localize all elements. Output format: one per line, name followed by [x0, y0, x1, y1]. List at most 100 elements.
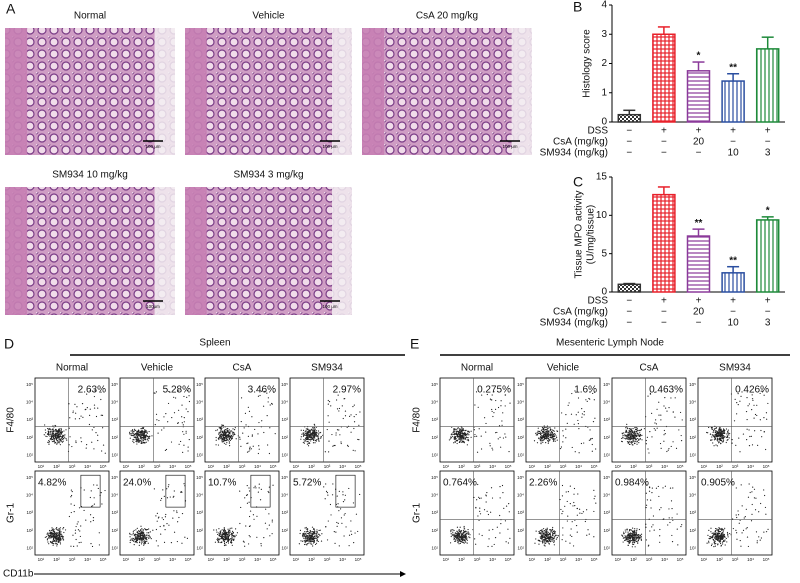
event-dot — [133, 439, 134, 440]
event-dot — [233, 432, 234, 433]
event-dot — [452, 532, 453, 533]
event-dot — [467, 529, 468, 530]
event-dot — [141, 434, 142, 435]
event-dot — [456, 531, 457, 532]
event-dot — [318, 433, 319, 434]
event-dot — [457, 533, 458, 534]
decade-label: 10³ — [281, 510, 288, 515]
event-dot — [161, 498, 162, 499]
event-dot — [549, 439, 550, 440]
decade-label: 10⁴ — [26, 400, 33, 405]
event-dot — [651, 413, 652, 414]
condition-value: − — [626, 137, 632, 148]
event-dot — [102, 415, 103, 416]
event-dot — [48, 535, 49, 536]
event-dot — [711, 543, 712, 544]
event-dot — [304, 540, 305, 541]
event-dot — [640, 430, 641, 431]
event-dot — [336, 399, 337, 400]
event-dot — [312, 534, 313, 535]
event-dot — [145, 438, 146, 439]
event-dot — [323, 486, 324, 487]
event-dot — [304, 544, 305, 545]
event-dot — [500, 405, 501, 406]
event-dot — [133, 533, 134, 534]
event-dot — [221, 437, 222, 438]
event-dot — [717, 445, 718, 446]
event-dot — [79, 507, 80, 508]
event-dot — [57, 533, 58, 534]
event-dot — [540, 441, 541, 442]
event-dot — [631, 540, 632, 541]
event-dot — [509, 511, 510, 512]
y-tick-label: 15 — [596, 172, 608, 183]
decade-label: 10⁴ — [26, 493, 33, 498]
event-dot — [217, 540, 218, 541]
event-dot — [462, 537, 463, 538]
event-dot — [467, 433, 468, 434]
event-dot — [543, 539, 544, 540]
event-dot — [488, 538, 489, 539]
event-dot — [312, 432, 313, 433]
decade-label: 10⁵ — [196, 475, 203, 480]
event-dot — [459, 533, 460, 534]
event-dot — [747, 419, 748, 420]
event-dot — [330, 405, 331, 406]
event-dot — [593, 421, 594, 422]
event-dot — [80, 542, 81, 543]
decade-label: 10⁵ — [591, 464, 598, 469]
event-dot — [460, 429, 461, 430]
event-dot — [44, 424, 45, 425]
event-dot — [551, 539, 552, 540]
event-dot — [326, 491, 327, 492]
event-dot — [456, 429, 457, 430]
panel-letter: A — [6, 1, 16, 17]
event-dot — [736, 532, 737, 533]
event-dot — [722, 438, 723, 439]
event-dot — [710, 531, 711, 532]
event-dot — [719, 542, 720, 543]
event-dot — [149, 536, 150, 537]
event-dot — [135, 441, 136, 442]
event-dot — [764, 495, 765, 496]
event-dot — [498, 438, 499, 439]
event-dot — [720, 543, 721, 544]
event-dot — [100, 399, 101, 400]
event-dot — [717, 529, 718, 530]
event-dot — [636, 436, 637, 437]
event-dot — [341, 443, 342, 444]
event-dot — [718, 531, 719, 532]
event-dot — [267, 444, 268, 445]
event-dot — [628, 542, 629, 543]
event-dot — [50, 431, 51, 432]
event-dot — [574, 424, 575, 425]
event-dot — [45, 436, 46, 437]
event-dot — [649, 431, 650, 432]
event-dot — [244, 497, 245, 498]
event-dot — [151, 538, 152, 539]
event-dot — [752, 400, 753, 401]
event-dot — [752, 487, 753, 488]
event-dot — [635, 537, 636, 538]
event-dot — [55, 437, 56, 438]
decade-label: 10¹ — [111, 545, 118, 550]
event-dot — [623, 533, 624, 534]
decade-label: 10⁴ — [603, 493, 610, 498]
event-dot — [576, 525, 577, 526]
decade-label: 10² — [53, 464, 60, 469]
event-dot — [251, 448, 252, 449]
event-dot — [749, 445, 750, 446]
event-dot — [545, 537, 546, 538]
event-dot — [313, 442, 314, 443]
event-dot — [660, 415, 661, 416]
event-dot — [468, 536, 469, 537]
event-dot — [635, 438, 636, 439]
event-dot — [272, 533, 273, 534]
event-dot — [457, 527, 458, 528]
event-dot — [157, 521, 158, 522]
event-dot — [302, 536, 303, 537]
event-dot — [724, 539, 725, 540]
decade-label: 10⁴ — [431, 400, 438, 405]
event-dot — [541, 438, 542, 439]
event-dot — [92, 546, 93, 547]
